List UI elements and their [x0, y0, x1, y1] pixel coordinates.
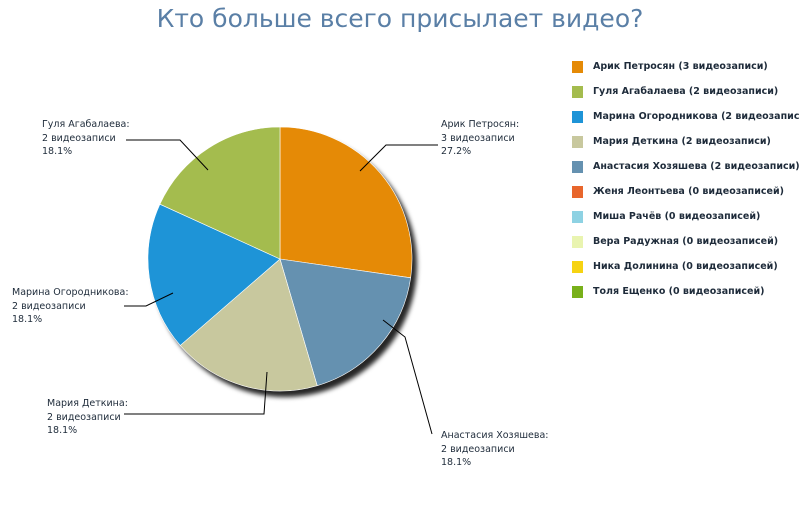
legend-swatch [572, 285, 583, 298]
callout-percent: 18.1% [42, 146, 73, 157]
legend-item: Марина Огородникова (2 видеозаписи) [572, 104, 800, 129]
leader-line [382, 319, 433, 435]
legend-item: Женя Леонтьева (0 видеозаписей) [572, 179, 800, 204]
slice-callout: Марина Огородникова: 2 видеозаписи 18.1% [12, 286, 129, 327]
callout-percent: 18.1% [441, 457, 472, 468]
slice-callout: Анастасия Хозяшева: 2 видеозаписи 18.1% [441, 429, 549, 470]
legend-swatch [572, 235, 583, 248]
legend-label: Мария Деткина (2 видеозаписи) [593, 136, 771, 147]
legend-item: Миша Рачёв (0 видеозаписей) [572, 204, 800, 229]
callout-name: Арик Петросян: [441, 119, 520, 130]
chart-title: Кто больше всего присылает видео? [156, 4, 644, 33]
pie-slice [279, 126, 413, 279]
legend-label: Марина Огородникова (2 видеозаписи) [593, 111, 800, 122]
legend-item: Ника Долинина (0 видеозаписей) [572, 254, 800, 279]
legend-label: Толя Ещенко (0 видеозаписей) [593, 286, 765, 297]
callout-name: Марина Огородникова: [12, 287, 129, 298]
pie-slice [279, 258, 411, 387]
callout-count: 2 видеозаписи [12, 300, 86, 312]
leader-line [124, 292, 174, 307]
legend-label: Вера Радужная (0 видеозаписей) [593, 236, 779, 247]
legend: Арик Петросян (3 видеозаписи) Гуля Агабал… [572, 54, 800, 304]
callout-percent: 18.1% [47, 425, 78, 436]
callout-name: Гуля Агабалаева: [42, 119, 130, 130]
leader-line [359, 144, 438, 172]
leader-line [126, 139, 209, 171]
legend-swatch [572, 135, 583, 148]
legend-swatch [572, 185, 583, 198]
callout-percent: 18.1% [12, 314, 43, 325]
slice-callout: Гуля Агабалаева: 2 видеозаписи 18.1% [42, 118, 130, 159]
legend-item: Мария Деткина (2 видеозаписи) [572, 129, 800, 154]
legend-label: Миша Рачёв (0 видеозаписей) [593, 211, 761, 222]
pie-slice [179, 258, 318, 392]
legend-label: Арик Петросян (3 видеозаписи) [593, 61, 768, 72]
legend-item: Арик Петросян (3 видеозаписи) [572, 54, 800, 79]
legend-item: Толя Ещенко (0 видеозаписей) [572, 279, 800, 304]
callout-percent: 27.2% [441, 146, 472, 157]
slice-callout: Арик Петросян: 3 видеозаписи 27.2% [441, 118, 519, 159]
legend-swatch [572, 260, 583, 273]
callout-count: 3 видеозаписи [441, 132, 515, 144]
leader-line [124, 371, 268, 415]
legend-item: Гуля Агабалаева (2 видеозаписи) [572, 79, 800, 104]
legend-item: Вера Радужная (0 видеозаписей) [572, 229, 800, 254]
legend-swatch [572, 110, 583, 123]
callout-name: Мария Деткина: [47, 398, 128, 409]
callout-count: 2 видеозаписи [42, 132, 116, 144]
legend-label: Гуля Агабалаева (2 видеозаписи) [593, 86, 779, 97]
pie-slice [159, 126, 281, 260]
legend-item: Анастасия Хозяшева (2 видеозаписи) [572, 154, 800, 179]
legend-swatch [572, 160, 583, 173]
callout-count: 2 видеозаписи [47, 411, 121, 423]
legend-label: Ника Долинина (0 видеозаписей) [593, 261, 778, 272]
legend-label: Анастасия Хозяшева (2 видеозаписи) [593, 161, 800, 172]
legend-swatch [572, 210, 583, 223]
callout-count: 2 видеозаписи [441, 443, 515, 455]
pie-slice [147, 203, 281, 346]
callout-name: Анастасия Хозяшева: [441, 430, 549, 441]
slice-callout: Мария Деткина: 2 видеозаписи 18.1% [47, 397, 128, 438]
legend-swatch [572, 60, 583, 73]
legend-label: Женя Леонтьева (0 видеозаписей) [593, 186, 784, 197]
legend-swatch [572, 85, 583, 98]
